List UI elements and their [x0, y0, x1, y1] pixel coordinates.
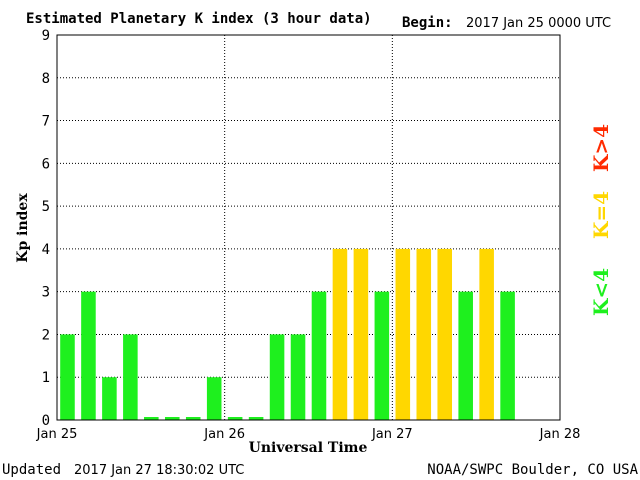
y-tick-label: 4 [42, 242, 50, 258]
kp-bar [437, 248, 453, 420]
kp-bar [269, 334, 285, 420]
kp-bar [479, 248, 494, 420]
grid [57, 34, 560, 420]
kp-bar [332, 248, 348, 420]
kp-bar [60, 334, 75, 420]
y-axis-label: Kp index [15, 193, 31, 263]
y-tick-label: 0 [42, 413, 50, 429]
kp-bar [500, 291, 515, 420]
plot-frame [56, 34, 561, 421]
kp-bar [248, 417, 264, 420]
y-tick-labels: 0 1 2 3 4 5 6 7 8 9 [42, 28, 50, 429]
kp-bar [395, 248, 411, 420]
kp-bar [374, 291, 390, 420]
legend-k-less-4: K<4 [589, 268, 613, 316]
kp-bar [311, 291, 327, 420]
begin-value: 2017 Jan 25 0000 UTC [466, 16, 611, 31]
x-tick-label: Jan 27 [371, 427, 413, 442]
y-tick-label: 1 [42, 370, 50, 386]
source-credit: NOAA/SWPC Boulder, CO USA [427, 462, 638, 478]
x-tick-label: Jan 25 [36, 427, 78, 442]
kp-bar [144, 417, 159, 420]
kp-bar [185, 417, 201, 420]
kp-bar [102, 377, 117, 420]
chart-title: Estimated Planetary K index (3 hour data… [26, 11, 372, 27]
y-tick-label: 3 [42, 285, 50, 301]
kp-bar [353, 248, 369, 420]
y-tick-label: 6 [42, 156, 50, 172]
updated-value: 2017 Jan 27 18:30:02 UTC [74, 463, 244, 478]
legend-k-equal-4: K=4 [589, 191, 613, 239]
x-tick-label: Jan 26 [203, 427, 245, 442]
bars [60, 248, 515, 420]
y-tick-label: 8 [42, 71, 50, 87]
begin-label: Begin: [402, 15, 453, 31]
kp-bar [290, 334, 306, 420]
kp-bar [206, 377, 222, 420]
kp-bar [227, 417, 243, 420]
x-tick-label: Jan 28 [539, 427, 581, 442]
updated-label: Updated [2, 462, 61, 478]
kp-bar [416, 248, 432, 420]
kp-bar [164, 417, 180, 420]
y-tick-label: 2 [42, 327, 50, 343]
x-axis-label: Universal Time [249, 440, 368, 456]
kp-bar [458, 291, 473, 420]
x-tick-labels: Jan 25 Jan 26 Jan 27 Jan 28 [36, 427, 581, 442]
y-tick-label: 9 [42, 28, 50, 44]
y-tick-label: 7 [42, 114, 50, 130]
kp-bar [81, 291, 96, 420]
y-tick-label: 5 [42, 199, 50, 215]
legend-k-greater-4: K>4 [589, 124, 613, 172]
kp-bar [123, 334, 138, 420]
